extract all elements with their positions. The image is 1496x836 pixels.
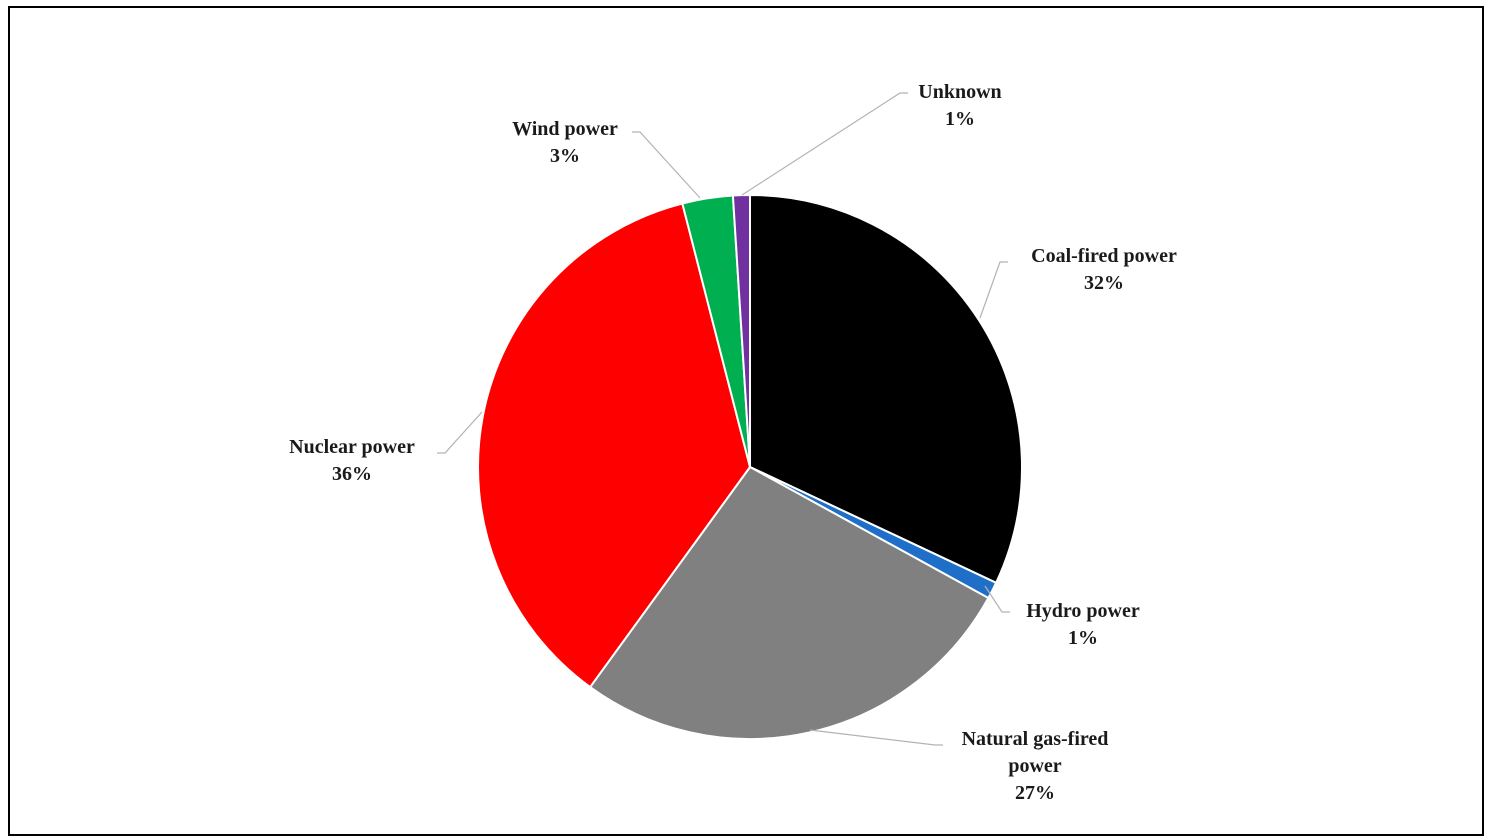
data-label: Unknown 1% xyxy=(918,81,1001,130)
pie-slice-unknown xyxy=(731,193,751,468)
data-label: Nuclear power 36% xyxy=(289,436,415,485)
data-label-percent: 3% xyxy=(550,145,580,167)
data-label-name: Coal-fired power xyxy=(1031,245,1177,267)
data-label: Wind power 3% xyxy=(512,118,618,167)
data-label-percent: 32% xyxy=(1084,272,1124,294)
leader-line xyxy=(809,729,943,746)
data-label-name: Nuclear power xyxy=(289,436,415,458)
leader-lines xyxy=(437,92,1010,746)
data-label: Coal-fired power 32% xyxy=(1031,245,1177,294)
pie-slice-nuclear-power xyxy=(477,202,752,689)
leader-line xyxy=(984,585,1010,613)
data-label-name: Natural gas-fired xyxy=(962,728,1109,750)
data-label-name: power xyxy=(1008,755,1061,777)
pie-slice-coal-fired-power xyxy=(749,193,1023,585)
data-label: Hydro power 1% xyxy=(1026,600,1140,649)
data-label-percent: 27% xyxy=(1015,782,1055,804)
data-label-percent: 1% xyxy=(945,108,975,130)
data-label-percent: 36% xyxy=(332,463,372,485)
leader-line xyxy=(437,411,483,454)
leader-line xyxy=(979,261,1008,319)
data-label-name: Wind power xyxy=(512,118,618,140)
data-label: Natural gas-fired power 27% xyxy=(962,728,1109,804)
data-label-name: Hydro power xyxy=(1026,600,1140,622)
data-label-name: Unknown xyxy=(918,81,1001,103)
pie-slice-natural-gas-fired-power xyxy=(588,465,990,740)
leader-line xyxy=(632,131,701,199)
pie-slices xyxy=(477,193,1023,740)
leader-line xyxy=(741,92,908,196)
data-label-percent: 1% xyxy=(1068,627,1098,649)
data-labels: Coal-fired power 32% Hydro power 1% Natural … xyxy=(289,81,1177,804)
